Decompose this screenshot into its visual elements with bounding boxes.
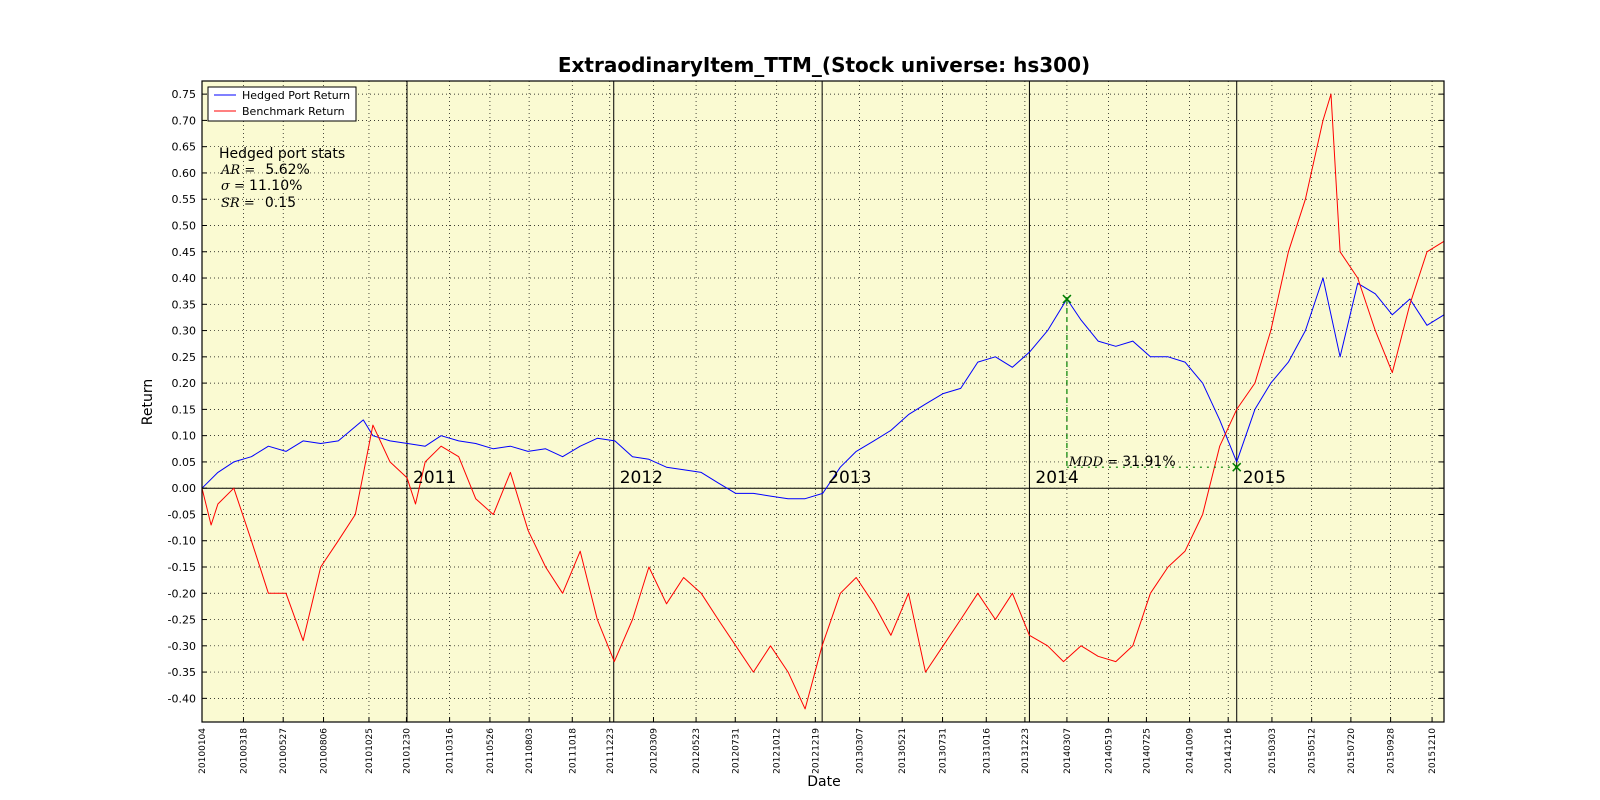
stats-box: Hedged port stats AR = 5.62% σ = 11.10% … xyxy=(219,146,345,211)
x-tick-label: 20101230 xyxy=(402,728,412,774)
stats-sigma-eq: = xyxy=(230,179,249,194)
x-tick-label: 20150720 xyxy=(1347,728,1357,774)
x-tick-label: 20100318 xyxy=(239,728,249,774)
y-tick-label: 0.55 xyxy=(172,193,197,206)
mdd-value: 31.91% xyxy=(1122,454,1175,470)
y-tick-label: -0.15 xyxy=(168,561,196,574)
stats-sr: SR = 0.15 xyxy=(221,195,296,211)
y-tick-label: 0.35 xyxy=(172,298,197,311)
x-tick-label: 20111223 xyxy=(606,728,616,774)
y-tick-label: 0.70 xyxy=(172,114,197,127)
stats-header: Hedged port stats xyxy=(219,146,345,162)
x-tick-label: 20120309 xyxy=(649,728,659,774)
y-tick-label: -0.35 xyxy=(168,666,196,679)
stats-ar-value: 5.62% xyxy=(265,162,309,178)
x-tick-label: 20141216 xyxy=(1224,728,1234,774)
x-tick-label: 20150928 xyxy=(1387,728,1397,774)
plot-area xyxy=(202,81,1444,722)
mdd-annotation: MDD = 31.91% xyxy=(1068,454,1176,470)
y-tick-label: 0.50 xyxy=(172,219,197,232)
legend-label-benchmark: Benchmark Return xyxy=(242,105,345,118)
stats-sigma-value: 11.10% xyxy=(249,178,302,194)
x-tick-label: 20121219 xyxy=(811,728,821,774)
y-tick-label: 0.30 xyxy=(172,325,197,338)
x-tick-label: 20111018 xyxy=(568,728,578,774)
year-label: 2015 xyxy=(1243,468,1286,488)
x-tick-label: 20101025 xyxy=(365,728,375,774)
x-tick-label: 20151210 xyxy=(1428,728,1438,774)
year-label: 2013 xyxy=(828,468,871,488)
x-tick-label: 20140307 xyxy=(1063,728,1073,774)
stats-sigma: σ = 11.10% xyxy=(221,178,302,194)
y-tick-label: -0.05 xyxy=(168,508,196,521)
y-tick-label: -0.40 xyxy=(168,692,196,705)
plot-frame xyxy=(201,80,1445,723)
mdd-label: MDD xyxy=(1068,455,1104,470)
x-tick-label: 20141009 xyxy=(1186,728,1196,774)
y-axis-label: Return xyxy=(140,379,156,425)
x-tick-label: 20121012 xyxy=(773,728,783,774)
x-tick-label: 20110803 xyxy=(525,728,535,774)
y-tick-label: 0.65 xyxy=(172,141,197,154)
x-tick-label: 20110526 xyxy=(486,728,496,774)
stats-ar-label: AR xyxy=(220,163,240,178)
x-tick-label: 20131016 xyxy=(982,728,992,774)
y-tick-label: 0.20 xyxy=(172,377,197,390)
x-tick-label: 20130521 xyxy=(898,728,908,774)
y-tick-label: 0.15 xyxy=(172,403,197,416)
y-tick-label: 0.75 xyxy=(172,88,197,101)
mdd-peak-marker xyxy=(1062,294,1072,304)
x-tick-label: 20120731 xyxy=(731,728,741,774)
mdd-trough-marker xyxy=(1232,462,1242,472)
y-tick-label: -0.25 xyxy=(168,614,196,627)
y-tick-label: 0.45 xyxy=(172,246,197,259)
year-label: 2012 xyxy=(620,468,663,488)
y-tick-label: 0.10 xyxy=(172,430,197,443)
x-tick-label: 20110316 xyxy=(446,728,456,774)
series-line-benchmark xyxy=(201,93,1445,710)
series-line-hedged xyxy=(201,277,1445,500)
year-label: 2014 xyxy=(1035,468,1078,488)
legend-label-hedged: Hedged Port Return xyxy=(242,89,350,102)
x-tick-label: 20100806 xyxy=(320,728,330,774)
chart-title: ExtraodinaryItem_TTM_(Stock universe: hs… xyxy=(558,53,1090,77)
x-tick-label: 20100104 xyxy=(198,728,208,774)
x-axis-label: Date xyxy=(807,774,840,790)
x-tick-label: 20150512 xyxy=(1308,728,1318,774)
x-tick-label: 20100527 xyxy=(279,728,289,774)
x-tick-label: 20150303 xyxy=(1268,728,1278,774)
x-tick-label: 20130731 xyxy=(939,728,949,774)
legend-box xyxy=(207,86,357,122)
x-tick-label: 20131223 xyxy=(1021,728,1031,774)
y-tick-label: -0.10 xyxy=(168,535,196,548)
x-tick-label: 20140725 xyxy=(1142,728,1152,774)
stats-sr-eq: = xyxy=(240,196,259,211)
legend: Hedged Port Return Benchmark Return xyxy=(207,86,357,122)
x-tick-label: 20120523 xyxy=(692,728,702,774)
y-tick-label: 0.00 xyxy=(172,482,197,495)
y-tick-label: -0.20 xyxy=(168,587,196,600)
stats-ar: AR = 5.62% xyxy=(220,162,310,178)
stats-sigma-label: σ xyxy=(221,179,231,194)
y-tick-label: -0.30 xyxy=(168,640,196,653)
stats-sr-value: 0.15 xyxy=(265,195,296,211)
x-tick-label: 20140519 xyxy=(1104,728,1114,774)
stats-ar-eq: = xyxy=(240,163,259,178)
mdd-eq: = xyxy=(1103,455,1122,470)
y-tick-label: 0.25 xyxy=(172,351,197,364)
year-label: 2011 xyxy=(413,468,456,488)
y-tick-label: 0.05 xyxy=(172,456,197,469)
stats-sr-label: SR xyxy=(221,196,240,211)
y-tick-label: 0.40 xyxy=(172,272,197,285)
x-tick-label: 20130307 xyxy=(856,728,866,774)
y-tick-label: 0.60 xyxy=(172,167,197,180)
